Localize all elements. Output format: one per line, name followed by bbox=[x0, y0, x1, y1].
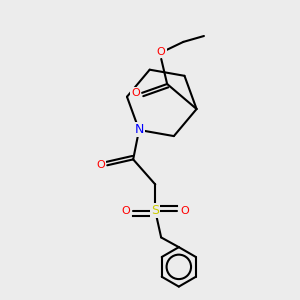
Text: O: O bbox=[96, 160, 105, 170]
Text: O: O bbox=[131, 88, 140, 98]
Text: O: O bbox=[122, 206, 130, 216]
Text: O: O bbox=[180, 206, 189, 216]
Text: N: N bbox=[134, 124, 144, 136]
Text: S: S bbox=[151, 204, 159, 218]
Text: O: O bbox=[157, 47, 166, 58]
